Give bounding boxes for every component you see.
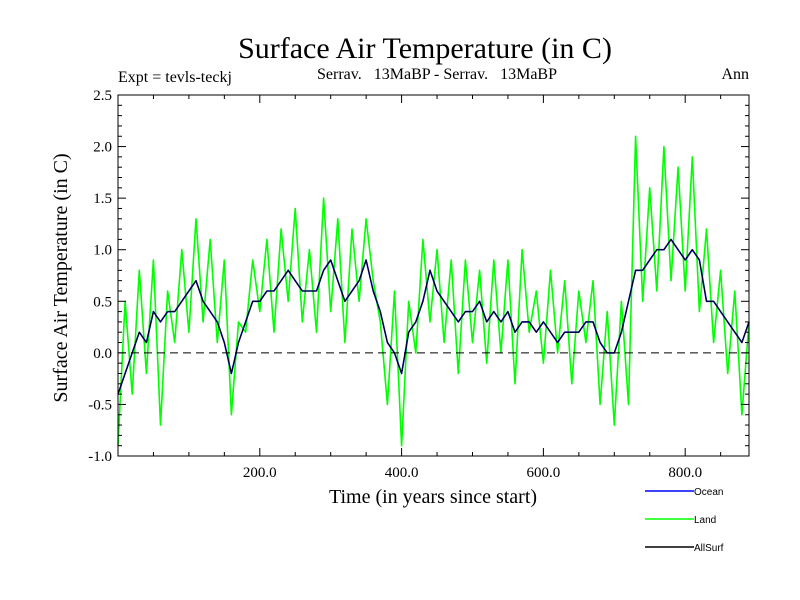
- y-tick-label: -1.0: [88, 449, 112, 465]
- y-tick-label: 2.0: [93, 140, 112, 156]
- x-tick-label: 400.0: [385, 465, 419, 481]
- legend-label-ocean: Ocean: [694, 487, 723, 498]
- x-axis-label: Time (in years since start): [329, 486, 537, 508]
- y-tick-label: 0.0: [93, 346, 112, 362]
- series-line-land: [117, 135, 750, 447]
- y-axis-label: Surface Air Temperature (in C): [50, 153, 72, 402]
- axis-layer: 200.0 400.0 600.0 800.0 -1.0 -0.5 0.0 0.5 1.0 1.5…: [88, 88, 749, 481]
- x-tick-label: 600.0: [527, 465, 561, 481]
- legend-label-land: Land: [694, 515, 716, 526]
- chart-title: Surface Air Temperature (in C): [238, 32, 612, 65]
- plot-frame: [117, 94, 750, 457]
- x-tick-label: 800.0: [668, 465, 702, 481]
- x-tick-label: 200.0: [243, 465, 277, 481]
- subtitle-center: Serrav. 13MaBP - Serrav. 13MaBP: [317, 66, 557, 83]
- y-tick-label: -0.5: [88, 397, 112, 413]
- series-layer: [117, 135, 750, 447]
- series-line-allsurf: [117, 238, 750, 395]
- y-tick-label: 1.5: [93, 191, 112, 207]
- y-tick-label: 0.5: [93, 294, 112, 310]
- y-tick-label: 1.0: [93, 243, 112, 259]
- subtitle-left: Expt = tevls-teckj: [118, 69, 232, 86]
- subtitle-right: Ann: [721, 66, 749, 83]
- y-tick-label: 2.5: [93, 88, 112, 104]
- legend: Ocean Land AllSurf: [645, 487, 724, 554]
- legend-label-allsurf: AllSurf: [694, 543, 724, 554]
